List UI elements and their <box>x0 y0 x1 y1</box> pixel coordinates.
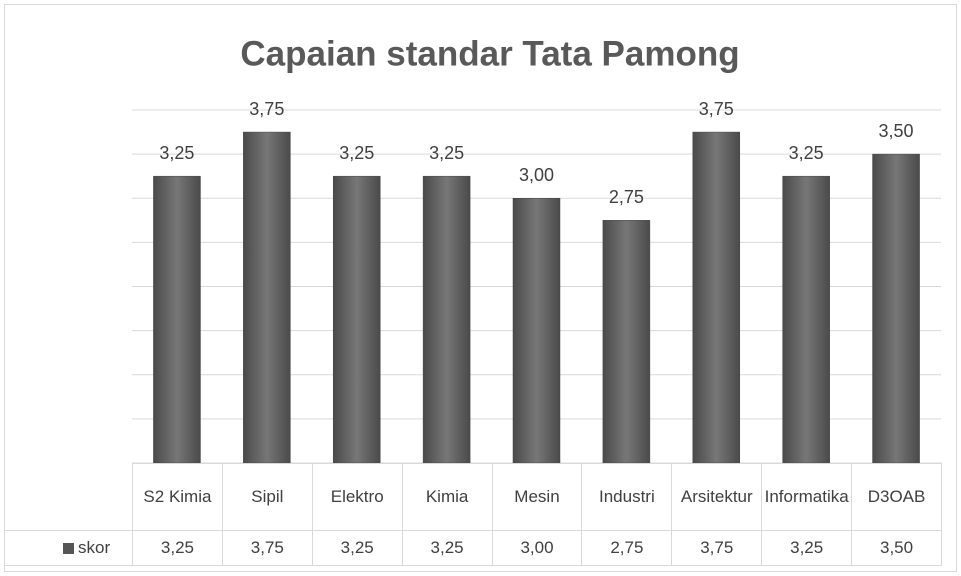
bar <box>243 131 291 464</box>
table-value: 3,25 <box>401 530 493 566</box>
legend-key <box>63 542 74 554</box>
bar <box>872 153 920 464</box>
category-cell: Sipil <box>221 463 313 531</box>
bar <box>422 175 471 464</box>
category-cell: Elektro <box>311 463 403 531</box>
category-cell: Industri <box>581 463 673 531</box>
chart-title: Capaian standar Tata Pamong <box>240 34 739 73</box>
bar <box>692 131 741 464</box>
bar <box>153 175 201 464</box>
legend-cell: skor <box>4 530 133 566</box>
category-cell: Mesin <box>491 463 583 531</box>
bar <box>602 220 651 464</box>
data-label: 3,75 <box>249 99 284 119</box>
category-cell: D3OAB <box>851 463 942 531</box>
table-value: 3,25 <box>311 530 403 566</box>
category-cell: Arsitektur <box>671 463 763 531</box>
table-value: 3,25 <box>132 530 223 566</box>
category-cell: S2 Kimia <box>132 463 223 531</box>
data-label: 3,25 <box>789 143 824 163</box>
table-value: 3,25 <box>761 530 853 566</box>
table-value: 3,00 <box>491 530 583 566</box>
data-label: 3,00 <box>519 165 554 185</box>
table-value: 3,75 <box>221 530 313 566</box>
legend-label: skor <box>78 538 111 557</box>
category-cell: Kimia <box>401 463 493 531</box>
table-value: 3,75 <box>671 530 763 566</box>
data-label: 2,75 <box>609 187 644 207</box>
table-value: 2,75 <box>581 530 673 566</box>
data-label: 3,25 <box>339 143 374 163</box>
category-cell: Informatika <box>761 463 853 531</box>
data-label: 3,25 <box>159 143 194 163</box>
data-label: 3,50 <box>879 121 914 141</box>
data-label: 3,75 <box>699 99 734 119</box>
data-label: 3,25 <box>429 143 464 163</box>
bar <box>782 175 830 464</box>
bar <box>512 198 561 464</box>
table-value: 3,50 <box>851 530 942 566</box>
bar <box>332 175 381 464</box>
